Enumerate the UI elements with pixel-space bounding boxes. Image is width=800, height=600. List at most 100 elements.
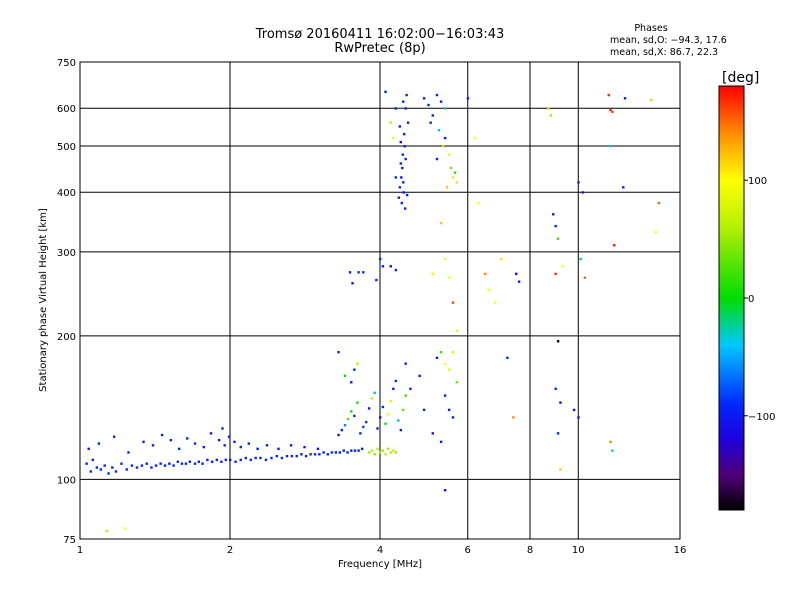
data-point: [112, 435, 116, 438]
data-point: [401, 153, 404, 156]
data-point: [197, 460, 201, 463]
data-point: [402, 100, 405, 103]
data-point: [140, 464, 144, 467]
data-point: [376, 427, 379, 430]
data-point: [607, 93, 610, 97]
data-point: [289, 444, 293, 447]
data-point: [611, 449, 614, 452]
data-point: [220, 460, 223, 463]
data-point: [202, 445, 205, 449]
data-point: [517, 280, 521, 283]
data-point: [556, 237, 560, 240]
x-tick-label: 4: [377, 545, 383, 556]
data-point: [163, 464, 167, 467]
data-point: [435, 93, 439, 97]
data-point: [233, 440, 236, 444]
data-point: [239, 445, 242, 449]
data-point: [367, 451, 371, 454]
data-point: [398, 125, 402, 128]
data-point: [373, 391, 376, 395]
data-point: [389, 121, 392, 124]
data-point: [188, 460, 192, 463]
data-point: [342, 449, 345, 452]
data-point: [477, 201, 480, 205]
data-point: [398, 186, 402, 189]
data-point: [435, 157, 439, 161]
data-point: [657, 201, 661, 205]
plot-frame: [79, 61, 681, 540]
data-point: [443, 257, 447, 261]
data-point: [547, 107, 550, 110]
data-point: [353, 449, 357, 452]
y-tick-label: 400: [57, 188, 76, 199]
data-point: [389, 451, 392, 454]
data-point: [350, 381, 353, 384]
data-point: [403, 132, 406, 136]
data-point: [392, 136, 395, 140]
data-point: [343, 374, 347, 378]
data-point: [404, 157, 407, 161]
data-point: [234, 460, 237, 463]
phase-stats-heading: Phases: [634, 23, 667, 34]
data-point: [554, 387, 557, 391]
data-point: [244, 456, 248, 460]
y-tick-label: 100: [57, 475, 76, 486]
data-point: [357, 449, 360, 452]
colorbar-tick-label: 0: [748, 294, 754, 305]
data-point: [285, 454, 289, 458]
data-point: [184, 462, 188, 465]
data-point: [123, 527, 127, 530]
data-point: [386, 447, 390, 451]
data-point: [209, 432, 213, 435]
data-point: [247, 442, 251, 445]
data-point: [186, 437, 189, 440]
data-point: [579, 257, 582, 261]
data-point: [466, 97, 470, 100]
data-point: [217, 438, 221, 442]
data-point: [453, 171, 457, 174]
data-point: [264, 458, 268, 462]
data-point: [303, 445, 306, 449]
data-point: [435, 356, 439, 360]
x-axis-label: Frequency [MHz]: [338, 559, 422, 570]
data-point: [169, 438, 173, 442]
data-point: [142, 440, 145, 444]
y-tick-label: 500: [57, 142, 76, 153]
data-point: [556, 340, 560, 343]
data-point: [484, 272, 487, 276]
data-point: [613, 244, 616, 247]
data-point: [334, 451, 338, 454]
data-point: [177, 447, 181, 451]
data-point: [402, 191, 405, 194]
data-point: [381, 405, 385, 409]
data-point: [400, 201, 404, 205]
data-point: [370, 397, 374, 400]
data-point: [91, 458, 95, 462]
data-point: [87, 447, 90, 451]
data-point: [512, 416, 515, 419]
data-point: [103, 464, 106, 467]
data-point: [443, 136, 447, 140]
phase-colorbar: 100 0 −100: [718, 85, 775, 511]
data-point: [455, 329, 459, 333]
data-point: [609, 108, 612, 112]
data-point: [394, 107, 398, 110]
y-tick-label: 75: [63, 535, 76, 546]
data-point: [394, 176, 398, 179]
data-point: [389, 265, 392, 268]
data-point: [554, 272, 557, 276]
data-point: [316, 447, 320, 451]
data-point: [487, 288, 490, 291]
data-point: [172, 464, 175, 467]
data-point: [256, 447, 259, 451]
data-point: [206, 458, 209, 462]
data-point: [451, 416, 455, 419]
data-point: [160, 433, 164, 437]
data-point: [120, 462, 123, 465]
data-point: [506, 356, 509, 360]
data-point: [622, 186, 625, 189]
data-point: [399, 140, 403, 144]
data-point: [224, 458, 228, 462]
data-point: [561, 265, 564, 268]
data-point: [609, 440, 612, 444]
